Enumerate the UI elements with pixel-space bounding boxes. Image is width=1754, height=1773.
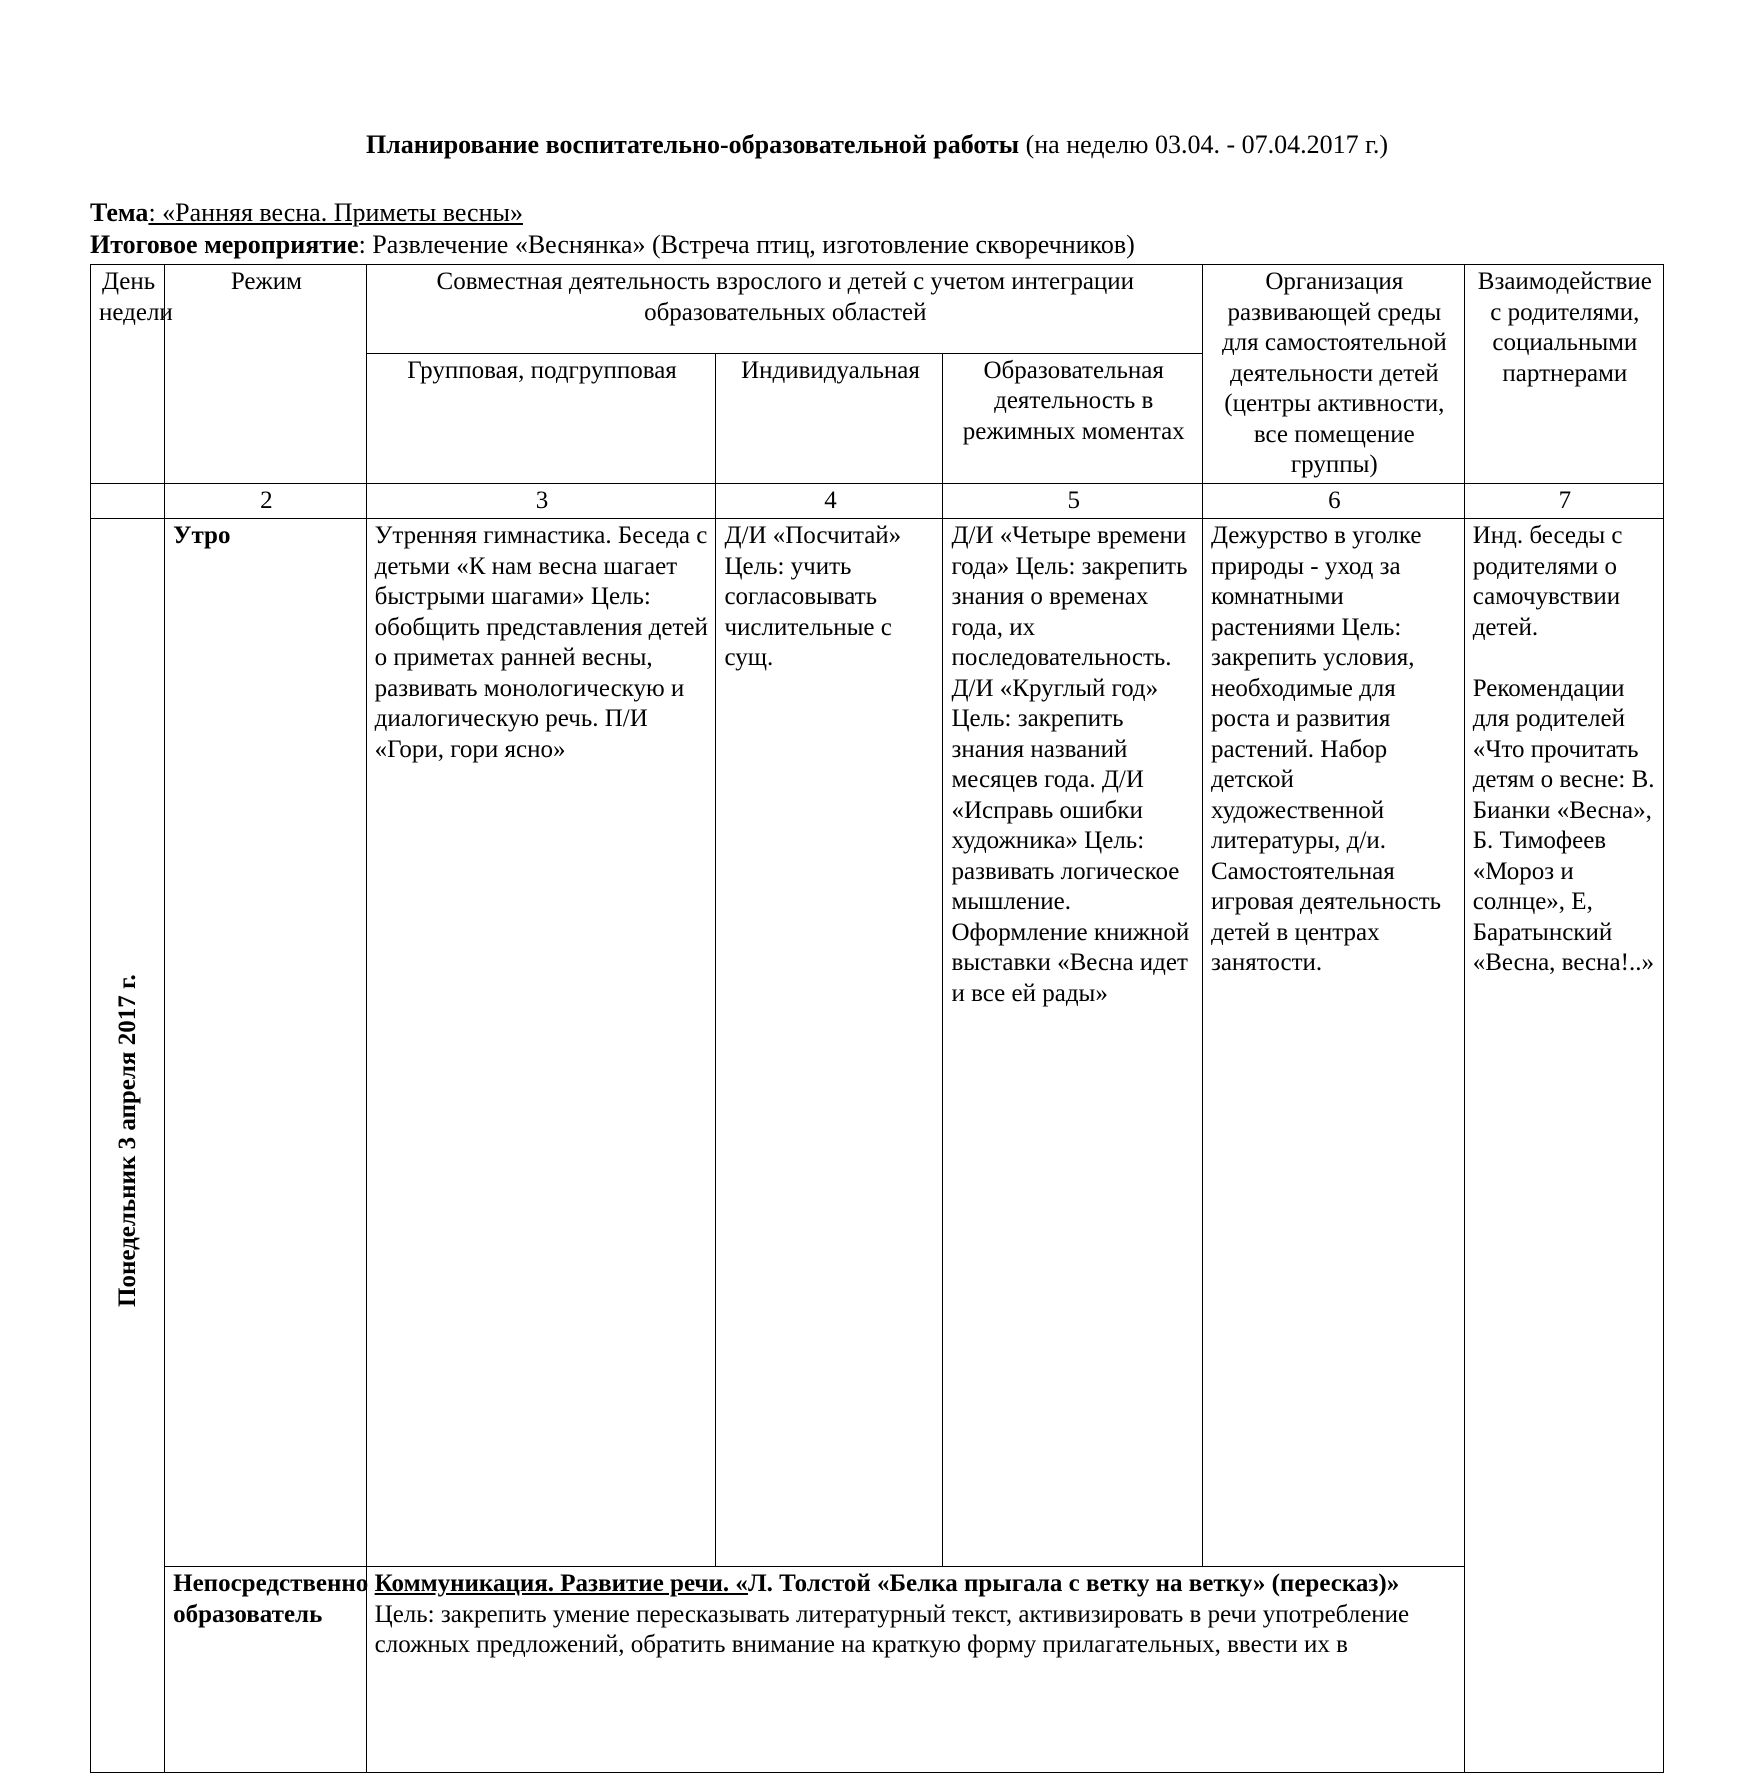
- col-header-parents: Взаимодействие с родителями, социальными…: [1464, 265, 1663, 484]
- final-event-line: Итоговое мероприятие: Развлечение «Весня…: [90, 230, 1664, 260]
- morning-individual: Д/И «Посчитай» Цель: учить согласовывать…: [716, 519, 943, 1567]
- day-cell: Понедельник 3 апреля 2017 г.: [91, 519, 165, 1773]
- morning-edu: Д/И «Четыре времени года» Цель: закрепит…: [943, 519, 1202, 1567]
- col-num-2: 2: [165, 483, 367, 519]
- morning-group: Утренняя гимнастика. Беседа с детьми «К …: [366, 519, 716, 1567]
- col-header-env: Организация развивающей среды для самост…: [1202, 265, 1464, 484]
- col-num-1: [91, 483, 165, 519]
- topic-label: Тема: [90, 198, 148, 227]
- table-row-lesson: Непосредственно образователь Коммуникаци…: [91, 1567, 1664, 1772]
- col-subheader-individual: Индивидуальная: [716, 353, 943, 483]
- col-header-regime: Режим: [165, 265, 367, 484]
- document-page: Планирование воспитательно-образовательн…: [0, 0, 1754, 1240]
- col-num-5: 5: [943, 483, 1202, 519]
- title-bold: Планирование воспитательно-образовательн…: [366, 130, 1019, 159]
- parents-text-b: Рекомендации для родителей «Что прочитат…: [1473, 674, 1657, 979]
- regime-lesson-label: Непосредственно образователь: [173, 1570, 368, 1628]
- lesson-body: Цель: закрепить умение пересказывать лит…: [375, 1600, 1458, 1661]
- col-num-7: 7: [1464, 483, 1663, 519]
- table-header-row: День недели Режим Совместная деятельност…: [91, 265, 1664, 354]
- topic-value: : «Ранняя весна. Приметы весны»: [148, 198, 523, 227]
- lesson-content: Коммуникация. Развитие речи. «Л. Толстой…: [366, 1567, 1464, 1772]
- regime-lesson: Непосредственно образователь: [165, 1567, 367, 1772]
- regime-morning-label: Утро: [173, 522, 230, 549]
- morning-env: Дежурство в уголке природы - уход за ком…: [1202, 519, 1464, 1567]
- regime-morning: Утро: [165, 519, 367, 1567]
- col-num-3: 3: [366, 483, 716, 519]
- page-title: Планирование воспитательно-образовательн…: [90, 130, 1664, 160]
- table-row-morning: Понедельник 3 апреля 2017 г. Утро Утренн…: [91, 519, 1664, 1567]
- col-subheader-group: Групповая, подгрупповая: [366, 353, 716, 483]
- col-header-day: День недели: [91, 265, 165, 484]
- table-number-row: 2 3 4 5 6 7: [91, 483, 1664, 519]
- col-num-6: 6: [1202, 483, 1464, 519]
- final-label: Итоговое мероприятие: [90, 230, 359, 259]
- lesson-header: Коммуникация. Развитие речи. «: [375, 1570, 748, 1597]
- lesson-header-tail: Л. Толстой «Белка прыгала с ветку на вет…: [748, 1570, 1399, 1597]
- parents-cell: Инд. беседы с родителями о самочувствии …: [1464, 519, 1663, 1773]
- col-subheader-edu: Образовательная деятельность в режимных …: [943, 353, 1202, 483]
- final-value: : Развлечение «Веснянка» (Встреча птиц, …: [359, 230, 1135, 259]
- parents-text-a: Инд. беседы с родителями о самочувствии …: [1473, 521, 1657, 643]
- day-label-rotated: Понедельник 3 апреля 2017 г.: [113, 521, 144, 1761]
- topic-line: Тема: «Ранняя весна. Приметы весны»: [90, 198, 1664, 228]
- col-num-4: 4: [716, 483, 943, 519]
- col-header-joint: Совместная деятельность взрослого и дете…: [366, 265, 1202, 354]
- planning-table: День недели Режим Совместная деятельност…: [90, 264, 1664, 1773]
- title-rest: (на неделю 03.04. - 07.04.2017 г.): [1019, 130, 1388, 159]
